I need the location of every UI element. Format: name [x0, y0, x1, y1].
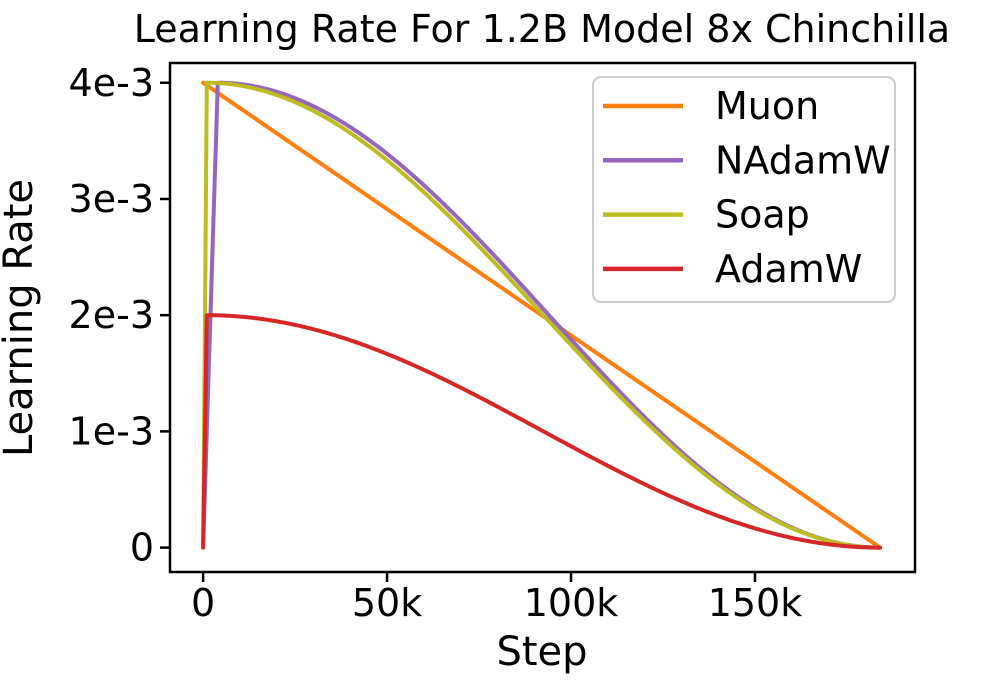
y-tick-label: 1e-3 — [69, 409, 154, 453]
legend: Muon NAdamW Soap AdamW — [592, 76, 896, 303]
x-tick-label: 50k — [352, 581, 422, 625]
chart-title: Learning Rate For 1.2B Model 8x Chinchil… — [134, 7, 950, 51]
y-tick-label: 2e-3 — [69, 293, 154, 337]
series-lines — [201, 80, 882, 550]
plot-area-border — [168, 61, 917, 574]
x-axis-label: Step — [496, 629, 587, 675]
x-tick-label: 150k — [708, 581, 803, 625]
legend-box — [592, 76, 896, 303]
y-axis-ticks: 0 1e-3 2e-3 3e-3 4e-3 — [69, 61, 170, 570]
legend-label-nadamw: NAdamW — [715, 138, 891, 182]
x-tick-label: 100k — [524, 581, 619, 625]
legend-label-adamw: AdamW — [715, 247, 862, 291]
x-axis-ticks: 0 50k 100k 150k — [191, 572, 802, 625]
y-tick-label: 0 — [130, 526, 154, 570]
series-line-soap — [201, 80, 882, 550]
legend-label-muon: Muon — [715, 84, 819, 128]
y-axis-label: Learning Rate — [0, 179, 42, 457]
y-tick-label: 3e-3 — [69, 177, 154, 221]
legend-label-soap: Soap — [715, 193, 810, 237]
series-line-adamw — [201, 313, 882, 550]
y-tick-label: 4e-3 — [69, 61, 154, 105]
x-tick-label: 0 — [191, 581, 215, 625]
